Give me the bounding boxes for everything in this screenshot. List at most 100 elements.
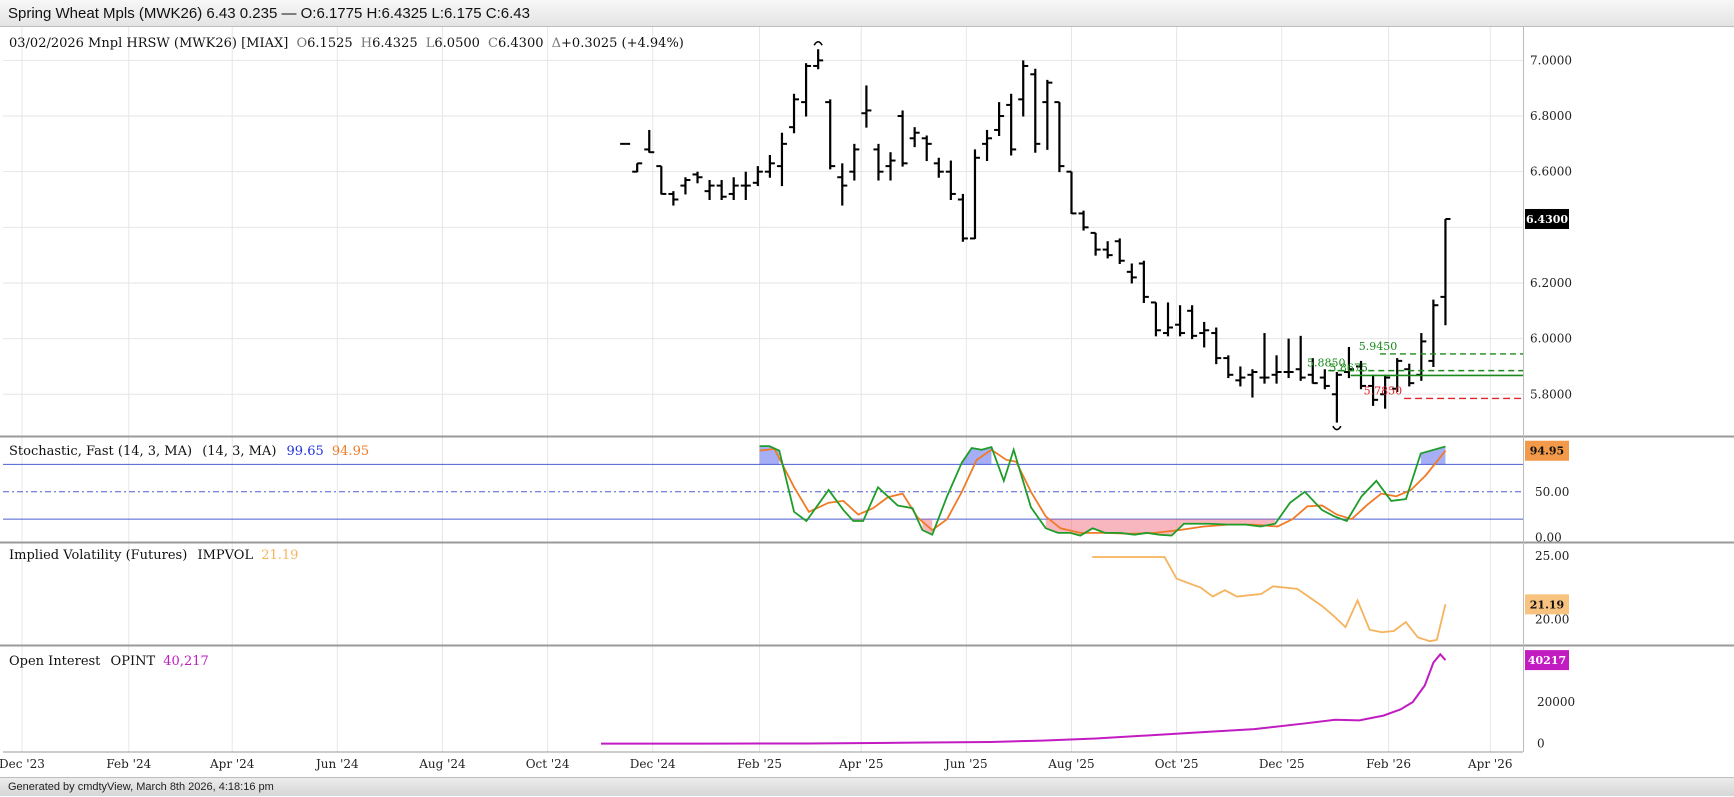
ohlc-bar[interactable] [1018, 60, 1029, 117]
ohlc-bar[interactable] [1440, 217, 1451, 326]
ohlc-bar[interactable] [1175, 305, 1186, 337]
ohlc-bar[interactable] [813, 49, 824, 70]
ohlc-bar[interactable] [897, 110, 908, 167]
x-tick-label: Feb '24 [106, 757, 151, 771]
ohlc-bar[interactable] [1295, 335, 1306, 381]
x-tick-label: Oct '24 [526, 757, 570, 771]
ohlc-bar[interactable] [1078, 210, 1089, 231]
ohlc-bar[interactable] [1319, 369, 1330, 390]
ohlc-bar[interactable] [849, 143, 860, 181]
price-y-tick-label: 5.8000 [1530, 387, 1572, 401]
ohlc-bar[interactable] [873, 143, 884, 181]
stoch-k-line [759, 445, 1446, 537]
footer-text: Generated by cmdtyView, March 8th 2026, … [8, 781, 274, 793]
price-level-line[interactable]: 5.8675 [1329, 361, 1523, 377]
ohlc-bar[interactable] [1030, 68, 1041, 153]
ohlc-bar[interactable] [1223, 355, 1234, 379]
high-label: H [361, 36, 372, 51]
low-label: L [426, 36, 435, 51]
price-level-line[interactable]: 5.7850 [1364, 384, 1523, 400]
ohlc-bar[interactable] [1102, 241, 1113, 259]
ohlc-bar[interactable] [668, 191, 679, 206]
oi-last-tag-text: 40217 [1528, 654, 1566, 667]
stoch-overbought-fill [1420, 446, 1446, 465]
ohlc-bar[interactable] [801, 63, 812, 117]
ohlc-bar[interactable] [728, 177, 739, 201]
stoch-last-tag: 94.95 [1525, 440, 1569, 461]
ohlc-bar[interactable] [620, 142, 631, 145]
ohlc-bar[interactable] [1331, 372, 1342, 423]
ohlc-bar[interactable] [1343, 346, 1354, 379]
price-level-label: 5.8850 [1307, 357, 1346, 370]
ohlc-bar[interactable] [1090, 231, 1101, 256]
ohlc-bar[interactable] [656, 165, 667, 195]
ohlc-bar[interactable] [1114, 238, 1125, 264]
ohlc-bar[interactable] [716, 180, 727, 201]
ohlc-bar[interactable] [752, 166, 763, 187]
oi-last-tag: 40217 [1525, 650, 1569, 671]
ohlc-bar[interactable] [692, 171, 703, 184]
ohlc-bar[interactable] [764, 154, 775, 178]
stoch-title: Stochastic, Fast (14, 3, MA) [9, 444, 192, 459]
ohlc-bar[interactable] [1150, 301, 1161, 337]
stoch-last-tag-text: 94.95 [1530, 445, 1564, 458]
ohlc-bar[interactable] [1380, 374, 1391, 409]
oi-legend: Open Interest OPINT 40,217 [9, 654, 209, 669]
price-level-line[interactable]: 5.9450 [1359, 340, 1523, 355]
ohlc-bar[interactable] [1247, 369, 1258, 398]
ohlc-bar[interactable] [1307, 358, 1318, 385]
ohlc-bar[interactable] [957, 193, 968, 242]
ohlc-bar[interactable] [1416, 333, 1427, 381]
ohlc-bar[interactable] [789, 93, 800, 134]
opint-line [601, 652, 1447, 745]
implied-volatility-pane[interactable]: 21.19 [1092, 556, 1569, 643]
ohlc-bar[interactable] [825, 99, 836, 170]
ohlc-bar[interactable] [837, 163, 848, 206]
ohlc-bar[interactable] [1235, 366, 1246, 387]
oi-y-tick-label: 0 [1537, 737, 1545, 751]
ohlc-bar[interactable] [1283, 338, 1294, 379]
ohlc-bar[interactable] [1162, 302, 1173, 337]
ohlc-bar[interactable] [1138, 260, 1149, 303]
ohlc-bar[interactable] [680, 177, 691, 195]
oi-series-label: OPINT [111, 654, 156, 669]
high-value: 6.4325 [372, 36, 418, 51]
ohlc-bar[interactable] [885, 152, 896, 181]
ohlc-bar[interactable] [1368, 374, 1379, 406]
ohlc-bar[interactable] [921, 135, 932, 162]
x-tick-label: Jun '25 [943, 757, 988, 771]
ohlc-bar[interactable] [861, 85, 872, 128]
ohlc-bar[interactable] [704, 180, 715, 201]
ohlc-bar[interactable] [1211, 327, 1222, 365]
ohlc-bar[interactable] [1042, 79, 1053, 150]
ohlc-bar[interactable] [969, 149, 980, 240]
iv-y-tick-label: 25.00 [1535, 549, 1569, 563]
ohlc-bar[interactable] [1187, 305, 1198, 340]
ohlc-bar[interactable] [1006, 93, 1017, 156]
ohlc-bar[interactable] [1428, 299, 1439, 367]
ohlc-bar[interactable] [1054, 101, 1065, 173]
ohlc-bar[interactable] [776, 132, 787, 187]
ohlc-bar[interactable] [982, 129, 993, 162]
ohlc-bar[interactable] [1199, 321, 1210, 348]
ohlc-bar[interactable] [740, 171, 751, 201]
ohlc-bar[interactable] [933, 157, 944, 178]
open-interest-pane[interactable]: 40217 [601, 650, 1569, 745]
stochastic-pane[interactable]: 94.95 [3, 440, 1569, 537]
impvol-line [1092, 556, 1447, 643]
ohlc-bar[interactable] [909, 127, 920, 148]
ohlc-bar[interactable] [945, 160, 956, 201]
price-level-line[interactable]: 5.8850 [1307, 357, 1523, 372]
ohlc-bar[interactable] [994, 102, 1005, 137]
ohlc-bar[interactable] [1066, 170, 1077, 215]
ohlc-bar[interactable] [632, 162, 643, 173]
ohlc-bar[interactable] [1271, 355, 1282, 384]
ohlc-bar[interactable] [1126, 263, 1137, 284]
price-y-tick-label: 6.2000 [1530, 276, 1572, 290]
ohlc-bar[interactable] [644, 129, 655, 154]
high-marker-icon [813, 40, 823, 46]
ohlc-bar[interactable] [1259, 333, 1270, 384]
price-y-tick-label: 6.8000 [1530, 109, 1572, 123]
